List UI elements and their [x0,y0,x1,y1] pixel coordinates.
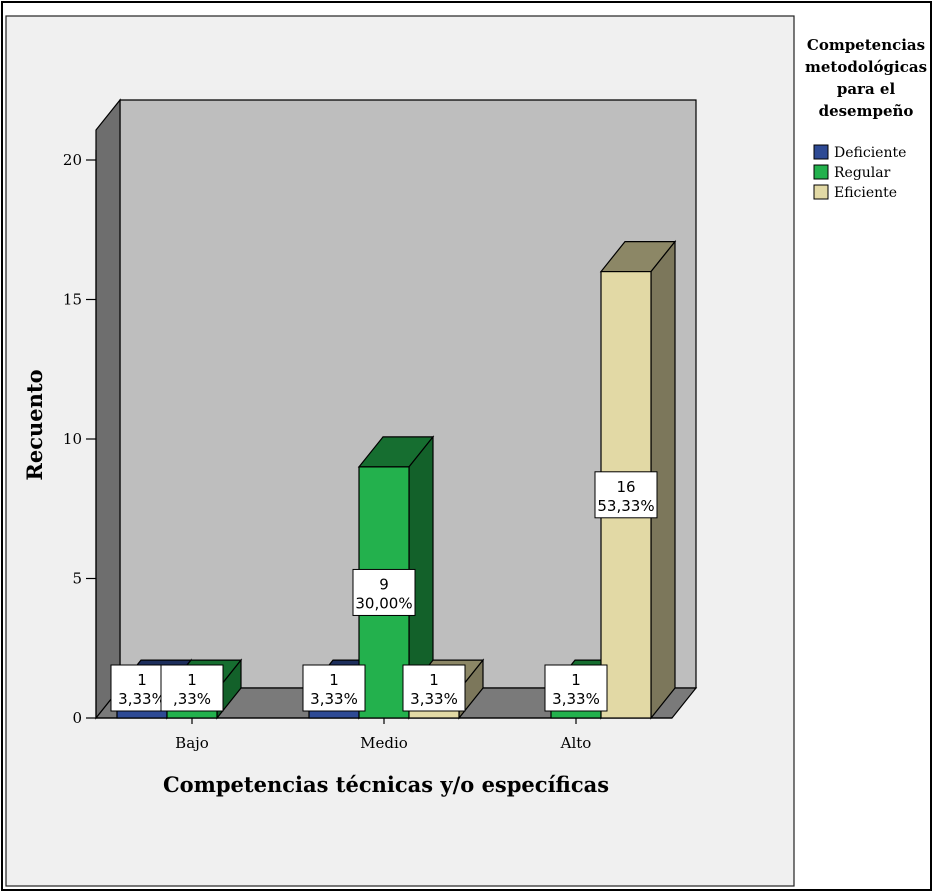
y-tick-label: 5 [72,570,82,588]
legend-swatch [813,144,829,160]
data-label-box [302,664,366,712]
data-label: 13,33% [544,664,608,712]
data-label-box [544,664,608,712]
data-label-percent: 30,00% [355,594,412,612]
data-label-percent: 3,33% [552,690,600,708]
y-tick-label: 15 [63,291,82,309]
data-label-box [160,664,224,712]
data-label-count: 9 [379,575,389,593]
legend: Competencias metodológicas para el desempeñ… [805,36,927,201]
data-label: 1,33% [160,664,224,712]
data-label-count: 1 [329,671,339,689]
data-label: 13,33% [302,664,366,712]
legend-swatch [813,164,829,180]
legend-title-line: Competencias [807,36,925,54]
data-label-percent: 3,33% [118,690,166,708]
data-labels: 13,33%1,33%13,33%930,00%13,33%13,33%1653… [110,471,658,712]
data-label: 930,00% [352,568,416,616]
legend-entry: Deficiente [834,145,906,161]
data-label-box [594,471,658,519]
legend-title-line: metodológicas [805,58,927,76]
data-label-count: 1 [429,671,439,689]
y-tick-label: 10 [63,430,82,448]
y-tick-label: 0 [72,709,82,727]
data-label-box [352,568,416,616]
data-label-percent: 53,33% [597,497,654,515]
x-tick-label: Alto [560,734,592,752]
data-label-percent: ,33% [173,690,211,708]
legend-title-line: desempeño [819,102,914,120]
data-label-count: 16 [616,478,635,496]
legend-swatch [813,184,829,200]
side-wall [95,98,121,720]
data-label-count: 1 [187,671,197,689]
data-label-count: 1 [137,671,147,689]
y-axis: 0 5 10 15 20 [63,150,97,727]
legend-entry: Regular [834,165,891,181]
legend-entry: Eficiente [834,185,897,201]
data-label: 13,33% [402,664,466,712]
legend-title-line: para el [837,80,896,98]
x-tick-label: Bajo [175,734,209,752]
data-label-box [402,664,466,712]
y-axis-title: Recuento [22,369,47,480]
y-tick-label: 20 [63,151,82,169]
data-label-percent: 3,33% [410,690,458,708]
data-label-count: 1 [571,671,581,689]
x-tick-label: Medio [360,734,408,752]
data-label-percent: 3,33% [310,690,358,708]
x-axis-title: Competencias técnicas y/o específicas [163,772,609,797]
